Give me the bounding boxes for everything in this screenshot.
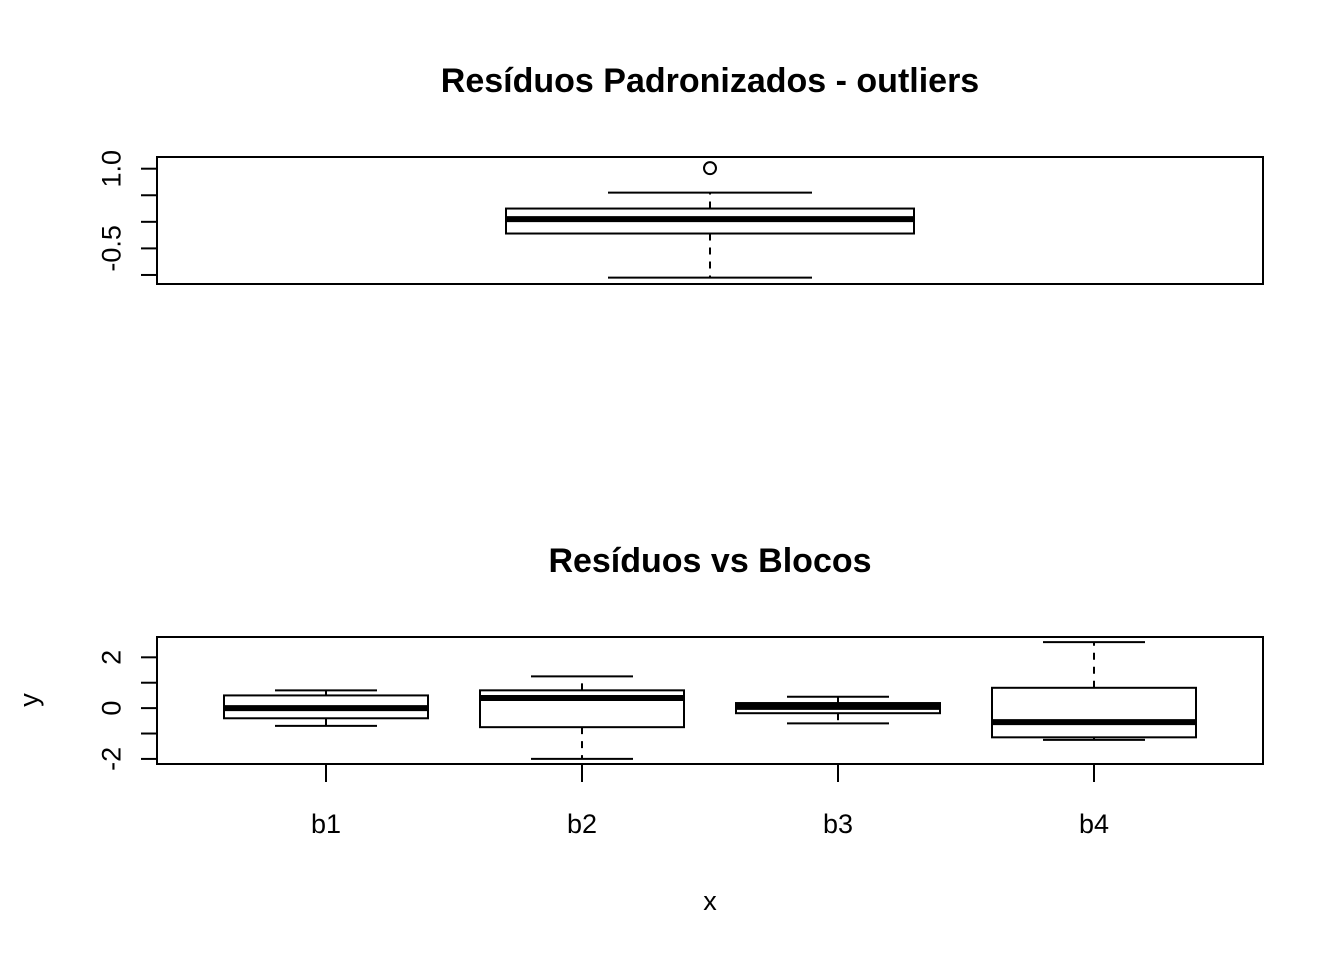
box-b2	[479, 675, 685, 760]
panel2-title: Resíduos vs Blocos	[548, 542, 871, 580]
panel1-y-axis: -0.5 1.0	[96, 150, 157, 276]
y-tick-label: 1.0	[96, 150, 126, 188]
x-tick-label: b4	[1079, 809, 1109, 839]
panel2-y-axis-label: y	[14, 693, 44, 707]
y-tick-label: 0	[96, 701, 126, 716]
panel-residuals-vs-blocks: Resíduos vs Blocos -2 0 2 b1 b2 b3 b4 x y	[14, 542, 1264, 916]
panel1-boxes	[505, 161, 915, 279]
panel2-y-axis: -2 0 2	[96, 650, 157, 771]
panel-standardized-residuals: Resíduos Padronizados - outliers -0.5 1.0	[96, 62, 1264, 285]
y-tick-label: -0.5	[96, 225, 126, 272]
x-tick-label: b2	[567, 809, 597, 839]
panel2-frame	[156, 636, 1264, 765]
panel2-boxes	[223, 641, 1197, 760]
panel1-title: Resíduos Padronizados - outliers	[441, 62, 979, 100]
box-b1	[223, 689, 429, 727]
outlier-point	[703, 161, 717, 176]
panel2-x-axis: b1 b2 b3 b4	[311, 764, 1109, 839]
x-tick-label: b3	[823, 809, 853, 839]
y-tick-label: 2	[96, 650, 126, 665]
box-iqr	[991, 686, 1197, 739]
y-tick-label: -2	[96, 747, 126, 771]
box-residuals	[505, 161, 915, 279]
panel2-x-axis-label: x	[703, 886, 717, 916]
box-b3	[735, 695, 941, 725]
x-tick-label: b1	[311, 809, 341, 839]
panel1-frame	[156, 156, 1264, 285]
box-b4	[991, 641, 1197, 741]
